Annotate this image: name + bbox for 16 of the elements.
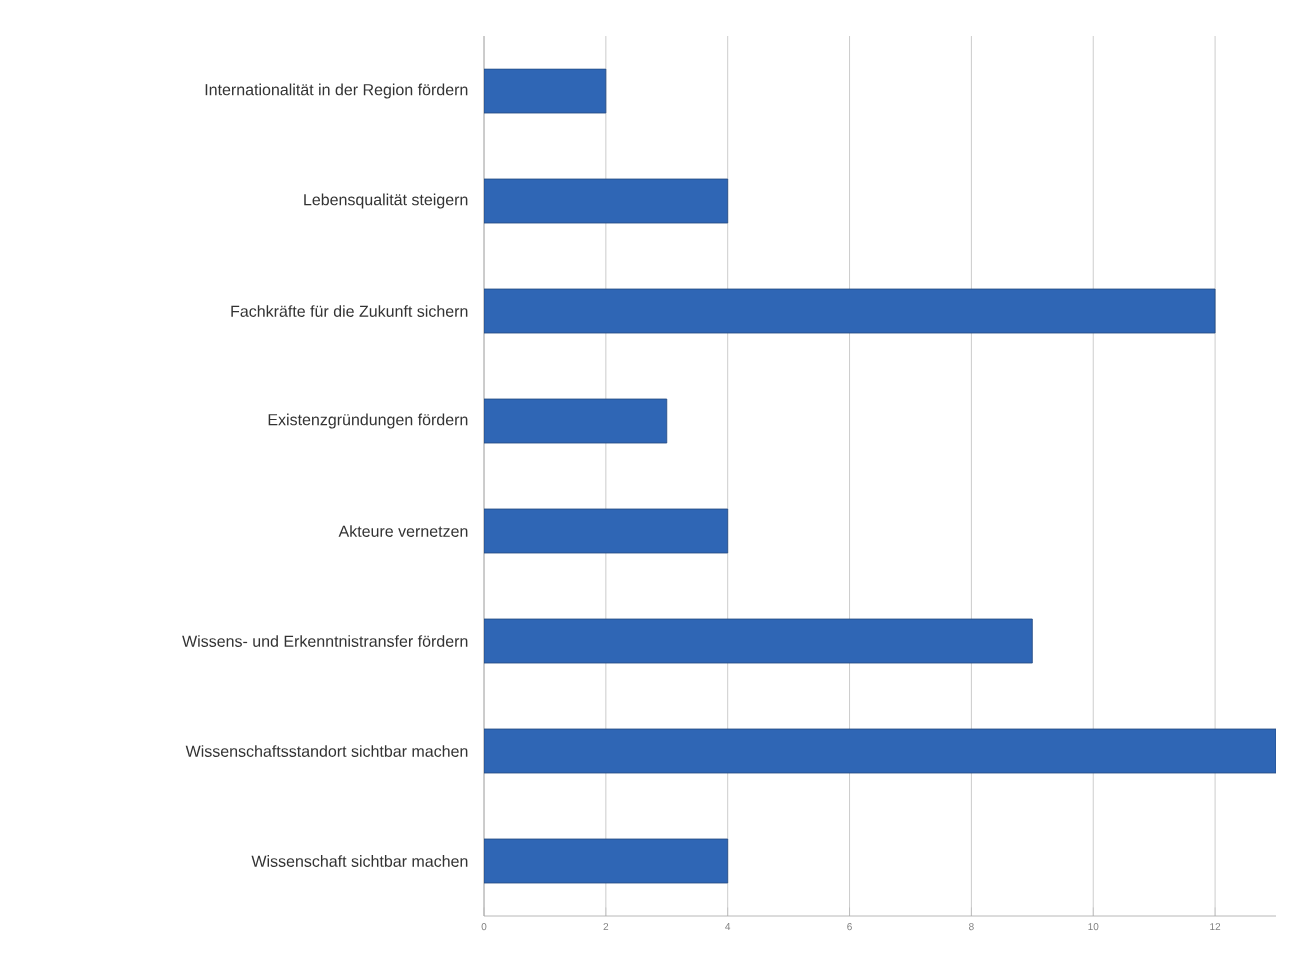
bar — [484, 398, 668, 444]
y-tick-label: Fachkräfte für die Zukunft sichern — [231, 305, 468, 317]
y-tick-label: Wissens- und Erkenntnistransfer fördern — [182, 635, 468, 647]
y-tick-label: Lebensqualität steigern — [304, 193, 468, 209]
y-tick-label: Wissenschaftsstandort sichtbar machen — [185, 745, 468, 757]
y-tick-label: Existenzgründungen fördern — [268, 413, 468, 429]
bar — [484, 838, 729, 884]
bar — [484, 618, 1033, 664]
bar — [484, 68, 607, 114]
bar — [484, 728, 1276, 774]
bar — [484, 508, 729, 554]
y-tick-label: Internationalität in der Region fördern — [205, 83, 468, 99]
y-tick-label: Wissenschaft sichtbar machen — [251, 855, 468, 867]
bar — [484, 288, 1216, 334]
bar — [484, 178, 729, 224]
y-tick-label: Akteure vernetzen — [338, 525, 468, 537]
